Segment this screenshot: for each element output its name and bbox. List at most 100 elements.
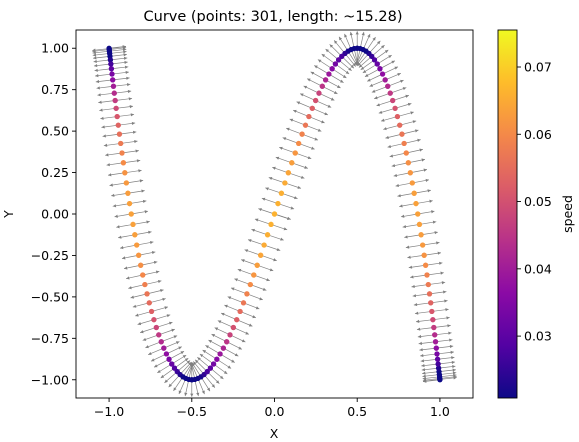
x-tick-label: −0.5 [177, 404, 207, 419]
x-axis-label: X [270, 426, 279, 441]
normal-vector-head [407, 102, 412, 106]
normal-vector-head [317, 59, 322, 63]
normal-vector-head [443, 290, 447, 294]
normal-vector-head [410, 275, 414, 279]
normal-vector-head [310, 71, 315, 75]
curve-point [111, 90, 117, 96]
normal-vector-head [387, 144, 392, 149]
normal-vector-head [139, 179, 144, 183]
normal-vector-head [151, 358, 155, 362]
normal-vector-head [261, 197, 266, 201]
normal-vector-head [227, 296, 232, 300]
normal-vector-head [451, 360, 456, 365]
curve-point [336, 57, 342, 63]
normal-vector-head [419, 348, 423, 352]
curve-point [110, 83, 117, 89]
normal-vector-head [414, 129, 419, 133]
normal-vector-head [251, 228, 255, 232]
normal-vector-head [275, 156, 280, 160]
normal-vector-head [93, 59, 97, 64]
normal-vector-head [453, 373, 457, 377]
curve-point [115, 122, 121, 128]
normal-vector-head [195, 359, 199, 364]
normal-vector-head [338, 36, 343, 41]
normal-vector-head [155, 270, 160, 274]
normal-vector-head [420, 359, 425, 363]
normal-vector-head [131, 121, 136, 125]
normal-vector-head [327, 104, 332, 108]
curve-point [401, 140, 407, 147]
normal-vector-head [106, 163, 110, 167]
normal-vector-head [135, 149, 139, 153]
normal-vector-head [252, 315, 256, 319]
normal-vector-head [431, 210, 435, 214]
normal-vector-head [148, 230, 152, 234]
normal-vector-head [127, 89, 132, 94]
normal-vector-head [211, 384, 215, 388]
curve-point [399, 131, 405, 137]
normal-vector-head [304, 165, 308, 169]
normal-vector-head [100, 116, 104, 120]
normal-vector-head [374, 96, 378, 100]
normal-vector-head [215, 380, 220, 384]
normal-vector-head [421, 158, 425, 162]
normal-vector-head [391, 60, 395, 64]
normal-vector-head [140, 330, 144, 334]
normal-vector-head [276, 247, 281, 251]
curve-point [247, 281, 253, 288]
normal-vector-head [449, 338, 453, 342]
normal-vector-head [417, 138, 421, 142]
curve-point [282, 180, 288, 186]
normal-vector-head [164, 379, 168, 383]
normal-vector-head [160, 289, 164, 293]
curve-point [171, 365, 178, 371]
curve-point [224, 339, 230, 345]
curve-point [394, 113, 401, 120]
curve-point [230, 324, 236, 331]
colorbar-tick-label: 0.03 [524, 329, 552, 344]
normal-vector-head [199, 353, 204, 358]
normal-vector-head [244, 249, 249, 253]
curve-point [435, 356, 441, 362]
normal-vector-head [452, 364, 456, 369]
chart-title: Curve (points: 301, length: ~15.28) [144, 9, 403, 25]
curve-point [379, 71, 386, 77]
curve-point [122, 170, 128, 176]
normal-vector-head [397, 194, 401, 198]
normal-vector-head [296, 101, 301, 105]
curve-point [138, 262, 144, 268]
normal-vector-head [372, 37, 376, 41]
normal-vector-head [300, 175, 305, 179]
normal-vector-head [337, 85, 341, 88]
normal-vector-head [98, 100, 102, 104]
normal-vector-head [126, 76, 130, 80]
normal-vector-head [92, 51, 96, 55]
normal-vector-head [118, 235, 122, 239]
normal-vector-head [96, 86, 100, 90]
normal-vector-head [412, 120, 417, 124]
curve-point [435, 361, 441, 367]
curve-point [113, 105, 119, 111]
curve-point [237, 308, 243, 315]
curve-point [119, 150, 125, 156]
normal-vector-head [219, 375, 224, 380]
curve-point [390, 97, 396, 104]
normal-vector-head [166, 314, 171, 318]
curve-point [434, 351, 440, 357]
curve-point [118, 140, 124, 147]
normal-vector-head [125, 70, 129, 75]
normal-vector-head [123, 50, 127, 54]
normal-vector-head [400, 214, 405, 218]
normal-vector-head [414, 311, 419, 315]
normal-vector-head [157, 279, 162, 284]
normal-vector-head [358, 64, 363, 68]
normal-vector-head [121, 256, 126, 260]
curve-point [204, 369, 210, 375]
normal-vector-head [154, 364, 158, 368]
curve-point [254, 262, 260, 268]
normal-vector-head [421, 368, 426, 372]
normal-vector-head [407, 255, 411, 259]
normal-vector-head [402, 225, 407, 229]
normal-vector-head [439, 261, 443, 265]
curve-point [114, 113, 120, 120]
